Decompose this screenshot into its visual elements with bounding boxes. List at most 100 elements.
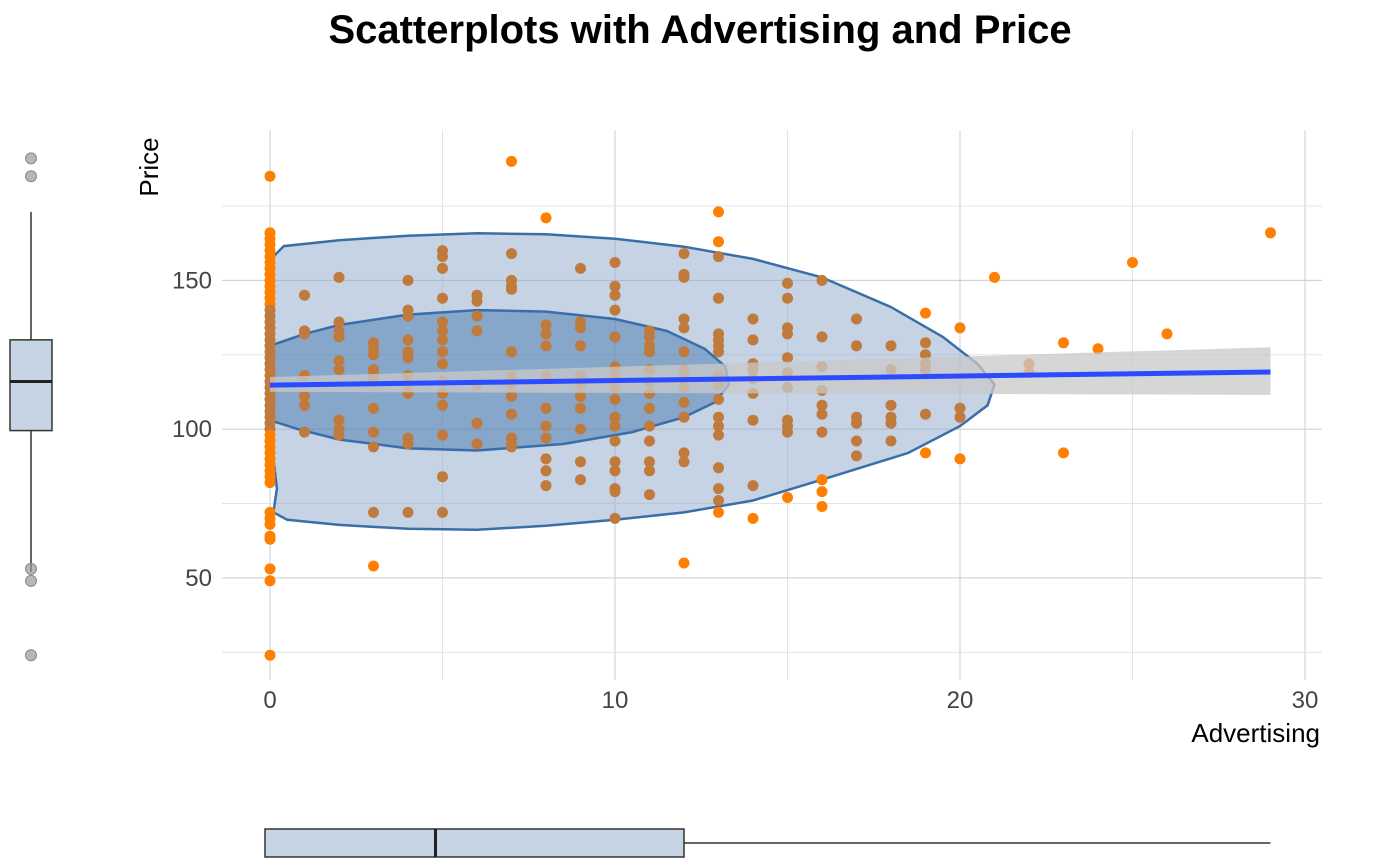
scatter-point	[437, 506, 448, 518]
scatter-point	[368, 402, 379, 414]
scatter-point	[678, 396, 690, 408]
scatter-point	[540, 319, 552, 331]
scatter-point	[609, 393, 621, 405]
scatter-point	[333, 414, 345, 426]
scatter-point	[471, 417, 483, 429]
advertising-boxplot	[264, 828, 1271, 858]
scatter-point	[609, 465, 621, 477]
scatter-point	[540, 340, 552, 352]
scatter-point	[1092, 343, 1104, 355]
scatter-point	[885, 340, 897, 352]
scatter-point	[437, 399, 448, 411]
scatter-point	[609, 435, 621, 447]
scatter-point	[678, 322, 690, 334]
scatter-point	[851, 313, 862, 325]
scatter-point	[506, 408, 517, 420]
scatter-point	[713, 236, 724, 248]
scatter-point	[264, 170, 276, 182]
scatter-point	[713, 411, 724, 423]
scatter-point	[747, 414, 759, 426]
scatter-point	[437, 292, 448, 304]
scatter-point	[575, 474, 586, 486]
y-tick-label: 150	[172, 267, 212, 294]
scatter-point	[1265, 227, 1276, 239]
scatter-point	[678, 248, 690, 260]
scatter-point	[402, 310, 414, 322]
scatter-point	[540, 432, 552, 444]
scatter-point	[782, 352, 793, 364]
scatter-point	[851, 450, 862, 462]
scatter-point	[437, 316, 448, 328]
scatter-point	[506, 346, 517, 358]
scatter-point	[885, 399, 897, 411]
scatter-point	[368, 349, 379, 361]
x-axis-label: Advertising	[1191, 718, 1320, 748]
scatter-point	[1127, 257, 1138, 268]
scatter-point	[402, 506, 414, 518]
price-box	[9, 339, 53, 432]
price-outlier	[25, 574, 37, 587]
scatter-point	[506, 441, 517, 453]
scatter-point	[471, 295, 483, 307]
scatter-point	[609, 486, 621, 498]
scatter-point	[575, 322, 586, 334]
scatter-point	[540, 420, 552, 432]
scatter-point	[575, 456, 586, 468]
scatter-point	[1058, 447, 1069, 459]
scatter-point	[920, 337, 931, 349]
scatter-point	[885, 417, 897, 429]
scatter-point	[299, 426, 310, 438]
scatter-points	[264, 155, 1276, 661]
scatter-point	[540, 212, 552, 224]
scatter-point	[437, 334, 448, 346]
scatter-point	[506, 283, 517, 295]
scatter-point	[471, 310, 483, 322]
scatter-point	[264, 563, 276, 575]
scatter-point	[540, 465, 552, 477]
scatter-point	[816, 474, 828, 486]
scatter-point	[713, 429, 724, 441]
scatter-point	[747, 480, 759, 492]
scatter-point	[609, 411, 621, 423]
scatter-point	[540, 480, 552, 492]
scatter-point	[644, 420, 655, 432]
scatter-point	[989, 271, 1000, 283]
scatter-point	[264, 575, 276, 587]
scatter-point	[816, 426, 828, 438]
x-tick-label: 0	[263, 687, 276, 714]
scatter-point	[678, 346, 690, 358]
scatter-point	[333, 355, 345, 367]
scatter-point	[747, 334, 759, 346]
scatter-point	[782, 292, 793, 304]
scatter-point	[644, 456, 655, 468]
scatter-point	[885, 435, 897, 447]
y-axis-label: Price	[134, 137, 164, 196]
scatter-point	[920, 408, 931, 420]
scatter-point	[609, 456, 621, 468]
scatter-point	[506, 390, 517, 402]
scatter-point	[678, 447, 690, 459]
scatter-point	[851, 340, 862, 352]
scatter-point	[713, 495, 724, 506]
scatter-point	[264, 533, 276, 545]
price-outlier	[25, 152, 37, 165]
scatter-point	[713, 251, 724, 263]
scatter-point	[678, 313, 690, 325]
scatter-point	[471, 438, 483, 450]
scatter-point	[333, 316, 345, 328]
price-outlier	[25, 562, 37, 575]
scatter-point	[402, 334, 414, 346]
scatter-point	[575, 340, 586, 352]
scatter-point	[920, 447, 931, 459]
scatter-point	[713, 346, 724, 358]
scatter-point	[713, 393, 724, 405]
scatter-point	[644, 402, 655, 414]
scatter-point	[540, 402, 552, 414]
scatter-point	[402, 274, 414, 286]
price-outlier	[25, 649, 37, 662]
regression-line	[269, 369, 1271, 388]
scatter-point	[782, 426, 793, 438]
scatter-point	[678, 411, 690, 423]
scatter-point	[954, 402, 966, 414]
